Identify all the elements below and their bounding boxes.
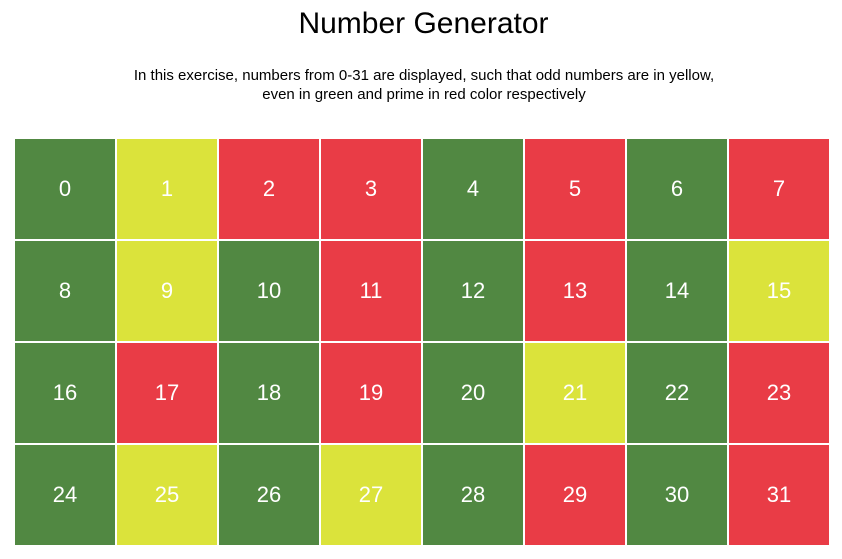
number-cell: 30 bbox=[627, 445, 727, 545]
number-cell: 3 bbox=[321, 139, 421, 239]
number-cell: 4 bbox=[423, 139, 523, 239]
number-cell: 5 bbox=[525, 139, 625, 239]
number-cell: 29 bbox=[525, 445, 625, 545]
number-cell: 22 bbox=[627, 343, 727, 443]
number-cell: 0 bbox=[15, 139, 115, 239]
number-cell: 7 bbox=[729, 139, 829, 239]
number-cell: 1 bbox=[117, 139, 217, 239]
number-cell: 21 bbox=[525, 343, 625, 443]
number-cell: 23 bbox=[729, 343, 829, 443]
number-cell: 8 bbox=[15, 241, 115, 341]
number-cell: 2 bbox=[219, 139, 319, 239]
number-cell: 12 bbox=[423, 241, 523, 341]
number-cell: 16 bbox=[15, 343, 115, 443]
number-cell: 28 bbox=[423, 445, 523, 545]
page-description: In this exercise, numbers from 0-31 are … bbox=[133, 67, 715, 103]
number-cell: 17 bbox=[117, 343, 217, 443]
number-cell: 20 bbox=[423, 343, 523, 443]
number-cell: 19 bbox=[321, 343, 421, 443]
number-cell: 9 bbox=[117, 241, 217, 341]
number-cell: 24 bbox=[15, 445, 115, 545]
number-grid: 0 1 2 3 4 5 6 7 8 9 10 11 12 13 14 15 16… bbox=[15, 139, 831, 545]
number-cell: 18 bbox=[219, 343, 319, 443]
number-cell: 13 bbox=[525, 241, 625, 341]
number-cell: 31 bbox=[729, 445, 829, 545]
number-cell: 27 bbox=[321, 445, 421, 545]
number-cell: 6 bbox=[627, 139, 727, 239]
number-cell: 14 bbox=[627, 241, 727, 341]
page-title: Number Generator bbox=[298, 7, 549, 40]
number-cell: 15 bbox=[729, 241, 829, 341]
number-cell: 11 bbox=[321, 241, 421, 341]
number-cell: 10 bbox=[219, 241, 319, 341]
number-cell: 25 bbox=[117, 445, 217, 545]
number-cell: 26 bbox=[219, 445, 319, 545]
